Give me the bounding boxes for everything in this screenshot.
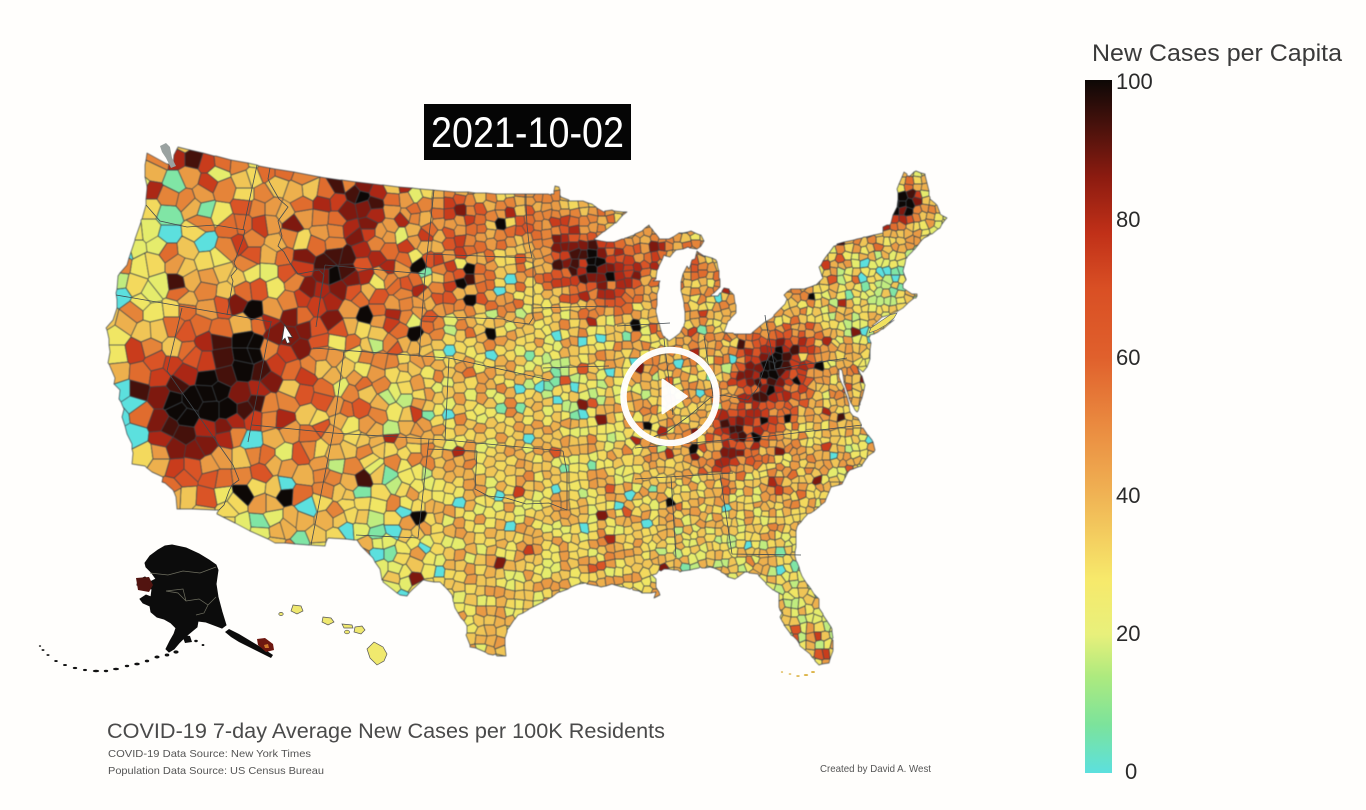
svg-text:60: 60 — [1116, 345, 1140, 370]
svg-text:COVID-19 Data Source: New York: COVID-19 Data Source: New York Times — [108, 748, 311, 760]
svg-text:Created by David A. West: Created by David A. West — [820, 763, 931, 775]
svg-text:COVID-19 7-day Average New Cas: COVID-19 7-day Average New Cases per 100… — [107, 719, 665, 743]
svg-text:0: 0 — [1125, 759, 1137, 784]
svg-text:Population Data Source: US Cen: Population Data Source: US Census Bureau — [108, 765, 324, 777]
svg-text:100: 100 — [1116, 69, 1153, 94]
svg-text:New Cases per Capita: New Cases per Capita — [1092, 40, 1343, 67]
svg-text:80: 80 — [1116, 207, 1140, 232]
svg-text:2021-10-02: 2021-10-02 — [431, 109, 624, 157]
svg-text:40: 40 — [1116, 483, 1140, 508]
svg-text:20: 20 — [1116, 621, 1140, 646]
